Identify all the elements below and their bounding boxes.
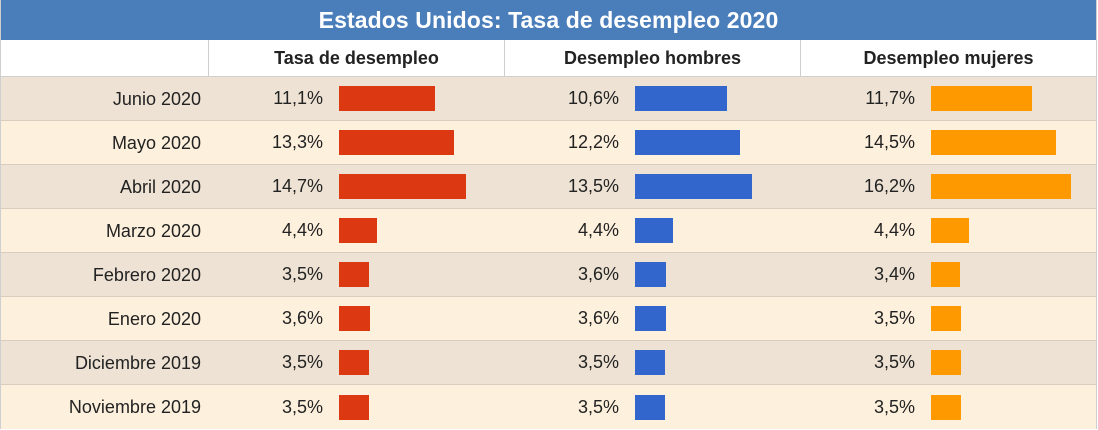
value-label-women: 3,5% bbox=[873, 308, 915, 328]
value-label-men: 10,6% bbox=[567, 88, 619, 108]
cell-women: 3,5% bbox=[801, 297, 1096, 340]
value-label-women: 3,5% bbox=[873, 396, 915, 417]
row-label: Marzo 2020 bbox=[105, 221, 201, 241]
bar-women bbox=[931, 262, 960, 287]
value-label-men: 4,4% bbox=[577, 220, 619, 240]
cell-total: 3,5% bbox=[209, 341, 505, 384]
row-label: Abril 2020 bbox=[119, 177, 201, 197]
cell-total: 3,6% bbox=[209, 297, 505, 340]
value-label-men: 13,5% bbox=[567, 176, 619, 196]
table-row: Marzo 2020 4,4% 4,4% 4,4% bbox=[1, 209, 1096, 253]
bar-men bbox=[635, 130, 740, 155]
cell-women: 11,7% bbox=[801, 77, 1096, 120]
cell-women: 3,4% bbox=[801, 253, 1096, 296]
cell-men: 12,2% bbox=[505, 121, 801, 164]
header-blank-cell bbox=[1, 40, 209, 76]
bar-men bbox=[635, 174, 752, 199]
value-label-total: 3,6% bbox=[281, 308, 323, 328]
cell-men: 3,5% bbox=[505, 385, 801, 429]
table-row: Enero 2020 3,6% 3,6% 3,5% bbox=[1, 297, 1096, 341]
value-label-total: 3,5% bbox=[281, 264, 323, 284]
row-label: Enero 2020 bbox=[107, 309, 201, 329]
column-header-women: Desempleo mujeres bbox=[863, 48, 1034, 68]
row-label: Noviembre 2019 bbox=[68, 397, 201, 417]
bar-women bbox=[931, 306, 961, 331]
cell-men: 3,6% bbox=[505, 297, 801, 340]
bar-total bbox=[339, 350, 369, 375]
bar-men bbox=[635, 218, 673, 243]
bar-men bbox=[635, 350, 665, 375]
cell-men: 3,5% bbox=[505, 341, 801, 384]
row-label: Junio 2020 bbox=[112, 89, 201, 109]
value-label-women: 4,4% bbox=[873, 220, 915, 240]
table-row: Diciembre 2019 3,5% 3,5% 3,5% bbox=[1, 341, 1096, 385]
table-header: Tasa de desempleo Desempleo hombres Dese… bbox=[1, 40, 1096, 77]
bar-women bbox=[931, 350, 961, 375]
chart-title: Estados Unidos: Tasa de desempleo 2020 bbox=[1, 0, 1096, 40]
cell-total: 14,7% bbox=[209, 165, 505, 208]
cell-women: 3,5% bbox=[801, 341, 1096, 384]
bar-men bbox=[635, 306, 666, 331]
cell-total: 3,5% bbox=[209, 253, 505, 296]
bar-total bbox=[339, 262, 369, 287]
cell-women: 4,4% bbox=[801, 209, 1096, 252]
cell-women: 16,2% bbox=[801, 165, 1096, 208]
value-label-total: 13,3% bbox=[271, 132, 323, 152]
cell-total: 3,5% bbox=[209, 385, 505, 429]
value-label-total: 3,5% bbox=[281, 352, 323, 372]
cell-men: 4,4% bbox=[505, 209, 801, 252]
bar-women bbox=[931, 130, 1056, 155]
value-label-men: 3,6% bbox=[577, 264, 619, 284]
bar-total bbox=[339, 174, 466, 199]
value-label-men: 3,5% bbox=[577, 396, 619, 417]
bar-total bbox=[339, 394, 369, 420]
table-row: Noviembre 2019 3,5% 3,5% 3,5% bbox=[1, 385, 1096, 429]
row-label: Febrero 2020 bbox=[92, 265, 201, 285]
table-row: Junio 2020 11,1% 10,6% 11,7% bbox=[1, 77, 1096, 121]
row-label: Mayo 2020 bbox=[111, 133, 201, 153]
value-label-total: 3,5% bbox=[281, 396, 323, 417]
cell-men: 3,6% bbox=[505, 253, 801, 296]
bar-women bbox=[931, 174, 1071, 199]
table-row: Mayo 2020 13,3% 12,2% 14,5% bbox=[1, 121, 1096, 165]
bar-women bbox=[931, 394, 961, 420]
cell-total: 4,4% bbox=[209, 209, 505, 252]
value-label-total: 11,1% bbox=[273, 88, 323, 108]
value-label-total: 14,7% bbox=[271, 176, 323, 196]
bar-total bbox=[339, 306, 370, 331]
bar-women bbox=[931, 86, 1032, 111]
cell-total: 11,1% bbox=[209, 77, 505, 120]
table-row: Febrero 2020 3,5% 3,6% 3,4% bbox=[1, 253, 1096, 297]
bar-women bbox=[931, 218, 969, 243]
bar-men bbox=[635, 262, 666, 287]
value-label-women: 14,5% bbox=[863, 132, 915, 152]
column-header-men: Desempleo hombres bbox=[505, 40, 801, 76]
cell-total: 13,3% bbox=[209, 121, 505, 164]
cell-men: 10,6% bbox=[505, 77, 801, 120]
value-label-men: 3,6% bbox=[577, 308, 619, 328]
cell-men: 13,5% bbox=[505, 165, 801, 208]
bar-total bbox=[339, 130, 454, 155]
table-body: Junio 2020 11,1% 10,6% 11,7% Mayo 2020 13,3% 1… bbox=[1, 77, 1096, 429]
bar-men bbox=[635, 86, 727, 111]
bar-men bbox=[635, 394, 665, 420]
row-label: Diciembre 2019 bbox=[74, 353, 201, 373]
table-row: Abril 2020 14,7% 13,5% 16,2% bbox=[1, 165, 1096, 209]
value-label-women: 3,5% bbox=[873, 352, 915, 372]
value-label-men: 3,5% bbox=[577, 352, 619, 372]
value-label-total: 4,4% bbox=[281, 220, 323, 240]
cell-women: 3,5% bbox=[801, 385, 1096, 429]
bar-total bbox=[339, 218, 377, 243]
cell-women: 14,5% bbox=[801, 121, 1096, 164]
value-label-women: 11,7% bbox=[865, 88, 915, 108]
value-label-women: 3,4% bbox=[873, 264, 915, 284]
value-label-women: 16,2% bbox=[863, 176, 915, 196]
bar-total bbox=[339, 86, 435, 111]
value-label-men: 12,2% bbox=[567, 132, 619, 152]
column-header-total: Tasa de desempleo bbox=[209, 40, 505, 76]
